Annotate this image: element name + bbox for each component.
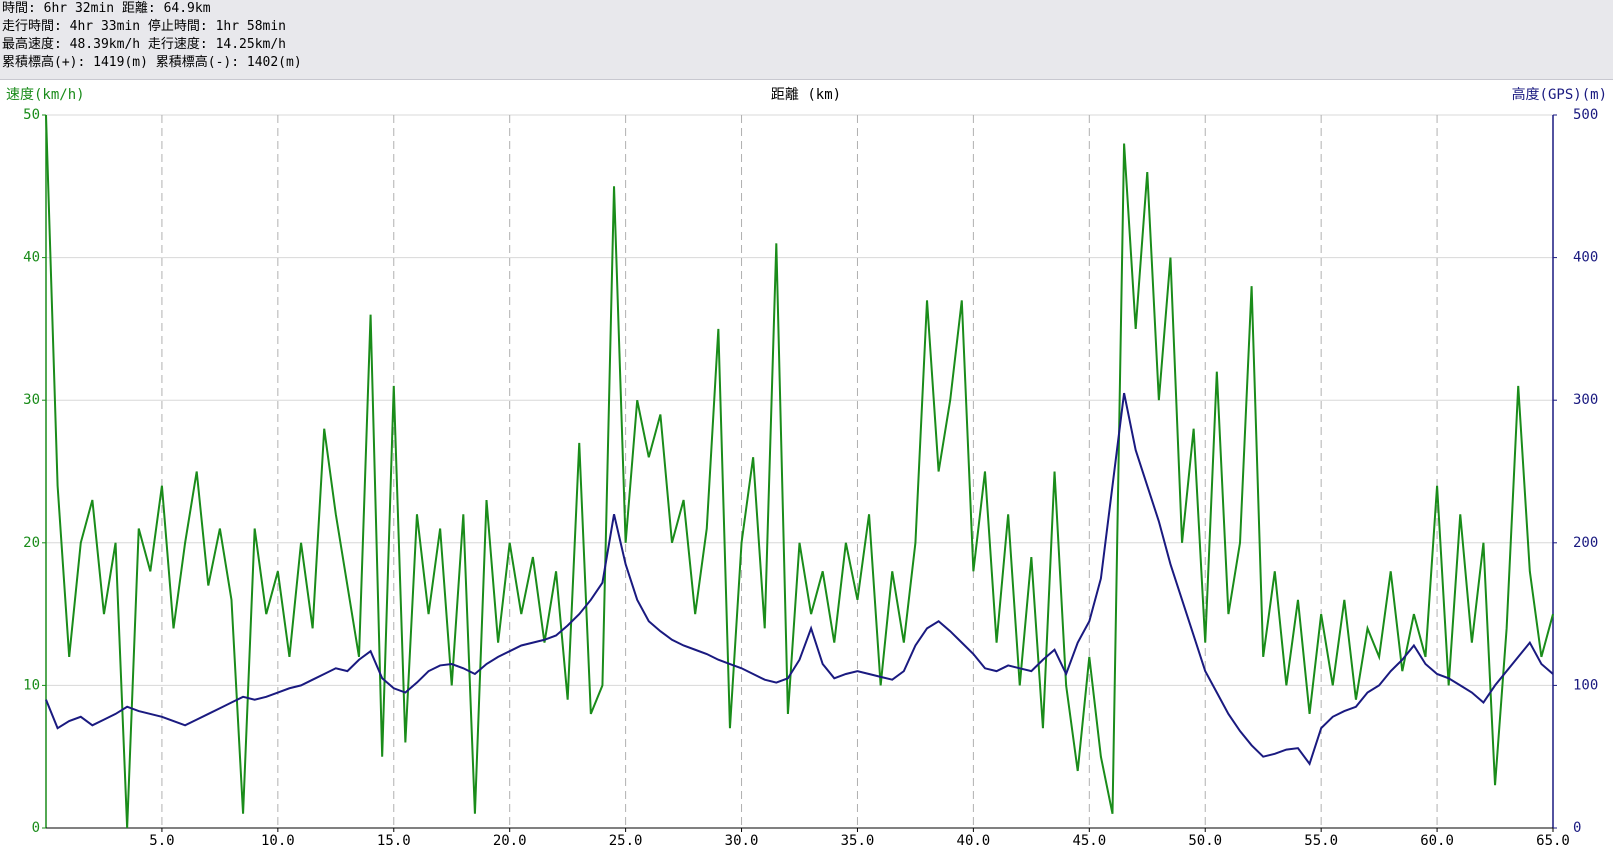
x-tick-label: 50.0 xyxy=(1188,833,1222,849)
x-tick-label: 10.0 xyxy=(261,833,295,849)
x-tick-label: 40.0 xyxy=(957,833,991,849)
summary-header: 時間: 6hr 32min 距離: 64.9km 走行時間: 4hr 33min … xyxy=(0,0,1613,80)
summary-line: 走行時間: 4hr 33min 停止時間: 1hr 58min xyxy=(2,19,287,34)
y2-axis-label: 高度(GPS)(m) xyxy=(1512,86,1607,103)
summary-line: 最高速度: 48.39km/h 走行速度: 14.25km/h xyxy=(2,37,287,52)
y2-tick-label: 300 xyxy=(1573,392,1598,408)
y-tick-label: 30 xyxy=(23,392,40,408)
x-tick-label: 30.0 xyxy=(725,833,759,849)
y2-tick-label: 100 xyxy=(1573,677,1598,693)
x-tick-label: 35.0 xyxy=(841,833,875,849)
x-tick-label: 55.0 xyxy=(1304,833,1338,849)
x-tick-label: 65.0 xyxy=(1536,833,1570,849)
y-tick-label: 0 xyxy=(32,820,40,836)
x-axis-label: 距離 (km) xyxy=(771,86,841,103)
y2-tick-label: 200 xyxy=(1573,535,1598,551)
altitude-line xyxy=(45,392,1554,766)
x-tick-label: 15.0 xyxy=(377,833,411,849)
summary-line: 累積標高(+): 1419(m) 累積標高(-): 1402(m) xyxy=(2,55,302,70)
y2-tick-label: 0 xyxy=(1573,820,1581,836)
speed-line xyxy=(45,114,1554,829)
x-tick-label: 25.0 xyxy=(609,833,643,849)
x-tick-label: 45.0 xyxy=(1072,833,1106,849)
y-tick-label: 10 xyxy=(23,677,40,693)
y2-tick-label: 500 xyxy=(1573,107,1598,123)
y-axis-label: 速度(km/h) xyxy=(6,87,85,103)
y-tick-label: 40 xyxy=(23,250,40,266)
x-tick-label: 5.0 xyxy=(149,833,174,849)
y-tick-label: 20 xyxy=(23,535,40,551)
x-tick-label: 20.0 xyxy=(493,833,527,849)
x-tick-label: 60.0 xyxy=(1420,833,1454,849)
y-tick-label: 50 xyxy=(23,107,40,123)
summary-line: 時間: 6hr 32min 距離: 64.9km xyxy=(2,1,211,16)
y2-tick-label: 400 xyxy=(1573,250,1598,266)
